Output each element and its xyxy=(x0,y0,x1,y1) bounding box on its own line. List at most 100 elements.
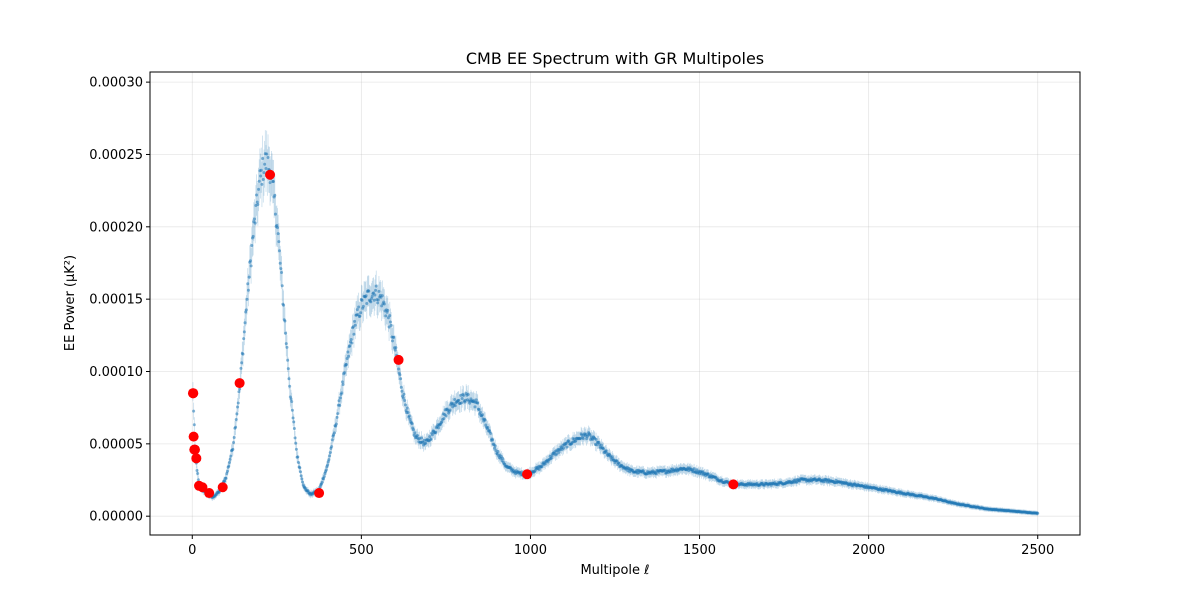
spectrum-point xyxy=(369,300,373,304)
spectrum-point xyxy=(264,167,268,171)
spectrum-point xyxy=(549,456,553,460)
spectrum-point xyxy=(442,417,446,421)
spectrum-point xyxy=(298,466,302,470)
spectrum-point xyxy=(429,437,433,441)
spectrum-point xyxy=(361,304,365,308)
spectrum-point xyxy=(239,366,243,370)
spectrum-point xyxy=(242,337,246,341)
spectrum-point xyxy=(440,420,444,424)
spectrum-point xyxy=(403,403,407,407)
x-tick-label: 500 xyxy=(349,543,374,558)
spectrum-point xyxy=(324,468,328,472)
gr-multipole-point xyxy=(197,482,208,493)
gr-multipoles-series xyxy=(187,169,739,499)
spectrum-point xyxy=(327,458,331,462)
spectrum-point xyxy=(248,259,252,263)
x-tick-label: 2000 xyxy=(852,543,885,558)
spectrum-point xyxy=(358,314,362,318)
spectrum-point xyxy=(227,464,231,468)
spectrum-point xyxy=(259,174,263,178)
spectrum-point xyxy=(257,179,261,183)
spectrum-point xyxy=(555,452,559,456)
spectrum-point xyxy=(280,270,284,274)
y-axis-ticks: 0.00000 0.00005 0.00010 0.00015 0.00020 0.000… xyxy=(89,76,150,525)
spectrum-point xyxy=(496,450,500,454)
spectrum-point xyxy=(344,363,348,367)
spectrum-point xyxy=(320,480,324,484)
spectrum-point xyxy=(241,352,245,356)
spectrum-point xyxy=(357,305,361,309)
spectrum-point xyxy=(594,437,598,441)
spectrum-point xyxy=(279,267,283,271)
spectrum-point xyxy=(477,408,481,412)
spectrum-point xyxy=(420,436,424,440)
spectrum-point xyxy=(405,406,409,410)
spectrum-point xyxy=(240,361,244,365)
spectrum-point xyxy=(408,417,412,421)
spectrum-point xyxy=(602,447,606,451)
spectrum-point xyxy=(567,440,571,444)
spectrum-point xyxy=(364,294,368,298)
grid xyxy=(150,72,1080,535)
spectrum-point xyxy=(260,182,264,186)
spectrum-point xyxy=(476,401,480,405)
spectrum-point xyxy=(382,302,386,306)
spectrum-point xyxy=(243,321,247,325)
spectrum-point xyxy=(460,397,464,400)
spectrum-point xyxy=(276,232,280,236)
spectrum-point xyxy=(692,467,696,471)
spectrum-point xyxy=(376,301,380,305)
spectrum-point xyxy=(386,316,390,320)
spectrum-point xyxy=(340,391,344,395)
spectrum-point xyxy=(480,413,484,417)
spectrum-point xyxy=(337,399,341,403)
y-tick-label: 0.00000 xyxy=(89,510,143,525)
spectrum-point xyxy=(338,403,342,407)
spectrum-point xyxy=(493,444,497,448)
gr-multipole-point xyxy=(188,431,199,442)
spectrum-point xyxy=(348,344,352,348)
spectrum-point xyxy=(290,408,294,412)
spectrum-point xyxy=(457,398,461,402)
spectrum-point xyxy=(359,311,363,315)
spectrum-point xyxy=(330,438,334,442)
spectrum-point xyxy=(581,437,585,441)
spectrum-point xyxy=(604,449,608,453)
spectrum-point xyxy=(291,416,295,420)
gr-multipole-point xyxy=(265,169,276,180)
spectrum-point xyxy=(288,384,292,388)
spectrum-point xyxy=(228,457,232,461)
spectrum-point xyxy=(411,428,415,432)
spectrum-point xyxy=(244,308,248,312)
gr-multipole-point xyxy=(191,453,202,464)
spectrum-point xyxy=(599,443,603,447)
spectrum-point xyxy=(342,371,346,375)
x-axis-ticks: 0 500 1000 1500 2000 2500 xyxy=(188,535,1054,558)
spectrum-point xyxy=(250,244,254,248)
spectrum-point xyxy=(332,431,336,435)
spectrum-point xyxy=(349,338,353,342)
spectrum-point xyxy=(565,445,569,449)
spectrum-point xyxy=(473,405,477,409)
spectrum-point xyxy=(271,179,275,183)
spectrum-point xyxy=(376,298,380,302)
spectrum-point xyxy=(654,472,658,476)
spectrum-point xyxy=(322,475,326,479)
spectrum-point xyxy=(453,404,457,408)
gr-multipole-point xyxy=(188,388,199,399)
spectrum-point xyxy=(399,385,403,389)
spectrum-point xyxy=(387,325,391,329)
spectrum-point xyxy=(393,348,397,352)
spectrum-point xyxy=(246,282,250,286)
x-tick-label: 1500 xyxy=(683,543,716,558)
spectrum-point xyxy=(540,464,544,468)
y-tick-label: 0.00030 xyxy=(89,76,143,91)
spectrum-point xyxy=(283,319,287,323)
spectrum-point xyxy=(296,460,300,464)
spectrum-point xyxy=(459,401,463,405)
spectrum-point xyxy=(335,415,339,419)
spectrum-point xyxy=(1036,511,1040,515)
spectrum-point xyxy=(338,396,342,400)
spectrum-point xyxy=(436,426,440,430)
spectrum-point xyxy=(372,298,376,302)
